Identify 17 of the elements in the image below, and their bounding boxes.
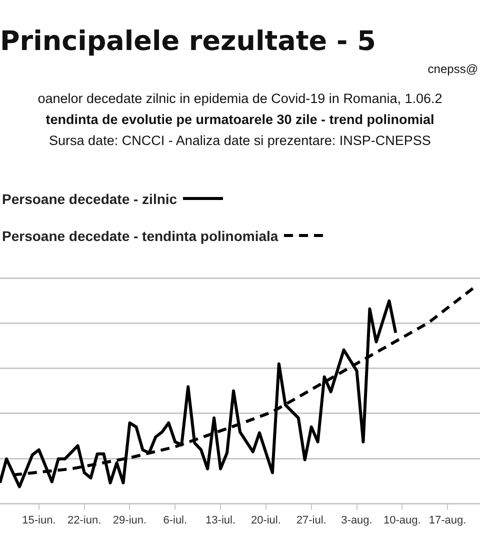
- legend-label: Persoane decedate - zilnic: [2, 190, 178, 206]
- x-tick-label: 27-iul.: [296, 514, 326, 526]
- x-tick-label: 10-aug.: [384, 514, 421, 526]
- x-tick-label: 29-iun.: [112, 514, 147, 526]
- chart-title: Principalele rezultate - 5: [0, 26, 376, 57]
- x-tick-label: 3-aug.: [341, 514, 372, 526]
- x-tick-label: 20-iul.: [250, 514, 281, 526]
- text: Sursa date: CNCCI - Analiza date si prezentare: INSP-CNEPSS: [48, 133, 432, 148]
- chart-subtitle: oanelor decedate zilnic in epidemia de Covid-19 in Romania, 1.06.2: [36, 91, 444, 106]
- x-tick-label: 15-iun.: [22, 514, 56, 526]
- x-tick-label: 22-iun.: [68, 514, 102, 526]
- x-tick-label: 17-aug.: [428, 514, 466, 526]
- legend-label: Persoane decedate - tendinta polinomiala: [2, 228, 278, 244]
- text: tendinta de evolutie pe urmatoarele 30 zile - trend polinomial: [44, 112, 436, 127]
- x-tick-label: 13-iul.: [206, 514, 236, 526]
- text: cnepss@: [428, 62, 478, 76]
- x-tick-label: 6-iul.: [163, 514, 188, 526]
